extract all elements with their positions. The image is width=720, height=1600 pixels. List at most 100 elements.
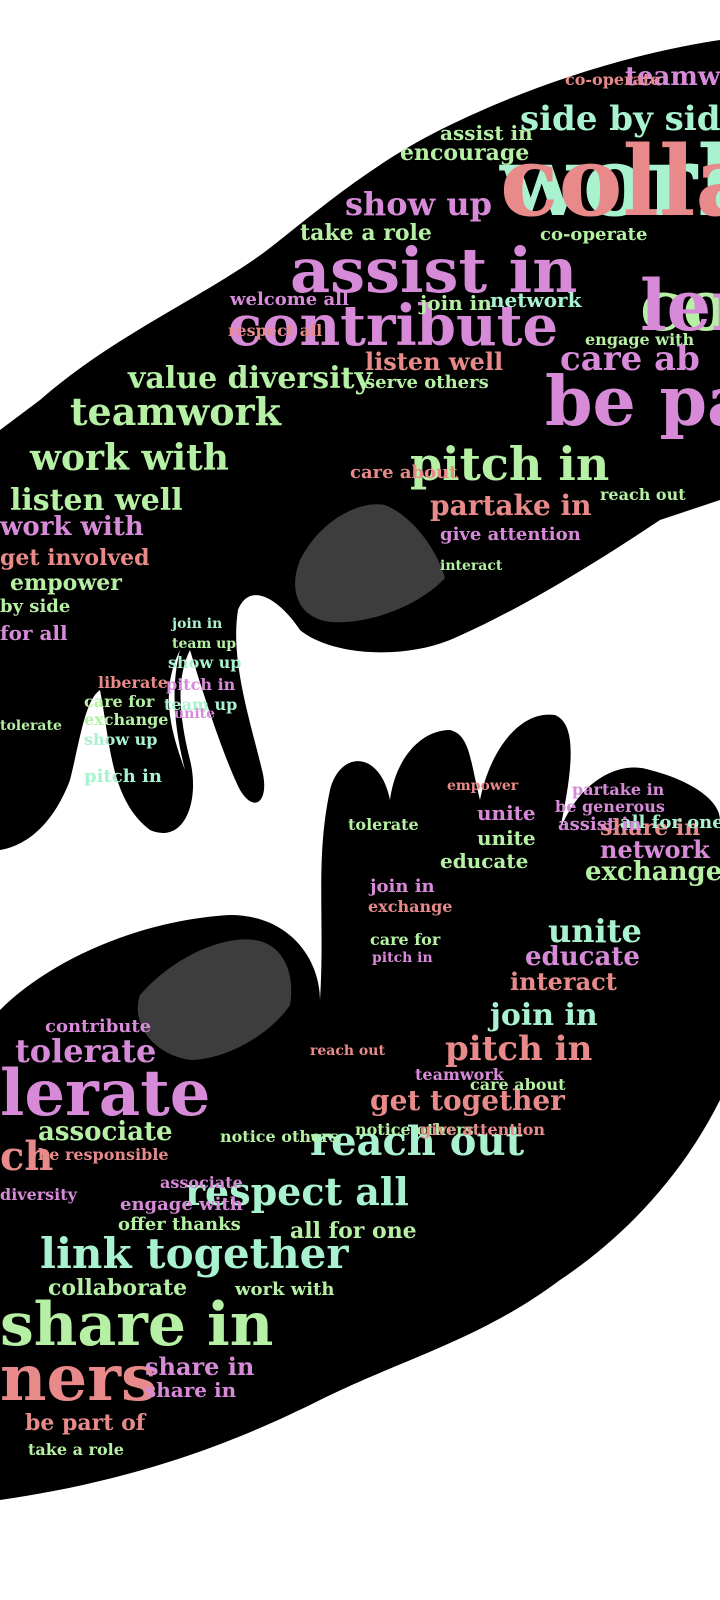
upper-word-engage-with: engage with [585, 330, 695, 349]
upper-word-tolerate: tolerate [0, 718, 62, 734]
lower-thumbnail [137, 939, 292, 1060]
upper-word-work-with: work with [0, 512, 144, 542]
lower-word-offer-thanks: offer thanks [118, 1214, 241, 1235]
lower-word-educate: educate [440, 849, 528, 873]
lower-word-share-in: share in [145, 1352, 254, 1381]
upper-word-co-operate: co-operate [540, 224, 647, 245]
lower-word-diversity: diversity [0, 1185, 78, 1204]
upper-word-welcome-all: welcome all [229, 289, 349, 310]
lower-word-interact: interact [510, 967, 617, 996]
lower-word-share-in: share in [0, 1290, 273, 1360]
lower-word-notice-others: notice others [220, 1127, 339, 1146]
upper-word-reach-out: reach out [600, 485, 686, 504]
lower-word-teamwork: teamwork [415, 1065, 505, 1084]
upper-word-pitch-in: pitch in [84, 766, 162, 787]
lower-word-respect-all: respect all [185, 1169, 409, 1214]
upper-word-network: network [490, 288, 583, 312]
lower-word-unite: unite [477, 801, 536, 825]
upper-word-liberate: liberate [98, 673, 168, 692]
upper-word-co-operate: co-operate [565, 70, 660, 89]
upper-word-team-up: team up [164, 695, 237, 714]
upper-hand-silhouette [0, 40, 720, 850]
lower-word-reach-out: reach out [310, 1043, 385, 1059]
upper-hand-finger-gap [168, 650, 185, 770]
upper-word-serve-others: serve others [365, 372, 489, 393]
upper-word-show-up: show up [345, 185, 492, 223]
lower-word-assist-in: assist in [558, 814, 641, 835]
lower-word-lerate: lerate [0, 1056, 211, 1131]
lower-word-educate: educate [525, 942, 640, 972]
upper-word-work: work [499, 125, 720, 238]
upper-word-exchange: exchange [84, 710, 168, 729]
upper-word-teamw: teamw [625, 62, 720, 92]
lower-word-share-in: share in [600, 815, 700, 841]
upper-word-side-by-side: side by side [520, 99, 720, 139]
lower-word-contribute: contribute [45, 1016, 151, 1037]
upper-word-contribute: contribute [228, 293, 558, 359]
upper-word-show-up: show up [84, 730, 157, 749]
lower-word-notice-others: notice others [355, 1120, 474, 1139]
upper-word-interact: interact [440, 558, 503, 574]
lower-word-engage-with: engage with [120, 1194, 243, 1215]
upper-word-partake-in: partake in [430, 489, 592, 522]
lower-word-tolerate: tolerate [348, 815, 419, 834]
upper-word-care-for: care for [84, 692, 155, 711]
upper-thumbnail [295, 504, 445, 623]
lower-word-unite: unite [548, 912, 642, 950]
upper-word-value-diversity: value diversity [127, 361, 373, 396]
lower-word-join-in: join in [368, 876, 435, 897]
upper-word-get-involved: get involved [0, 545, 150, 571]
upper-word-collaborate: collaborate [500, 125, 720, 238]
upper-word-show-up: show up [168, 653, 241, 672]
lower-word-reach-out: reach out [310, 1118, 525, 1165]
lower-word-partake-in: partake in [572, 780, 665, 799]
lower-word-network: network [600, 835, 711, 864]
upper-word-encourage: encourage [400, 140, 529, 166]
lower-word-join-in: join in [487, 998, 598, 1033]
upper-word-pitch-in: pitch in [410, 437, 609, 491]
upper-word-join-in: join in [418, 291, 492, 315]
lower-word-be-part-of: be part of [25, 1410, 147, 1436]
upper-word-pitch-in: pitch in [166, 675, 236, 694]
upper-word-join-in: join in [170, 616, 222, 632]
lower-word-ners: ners [0, 1341, 157, 1416]
lower-word-associate: associate [38, 1117, 173, 1147]
upper-word-team-up: team up [172, 636, 236, 652]
upper-word-care-about: care about [350, 462, 458, 483]
upper-word-assist-in: assist in [440, 121, 533, 145]
upper-word-co: co [640, 264, 720, 347]
upper-word-unite: unite [174, 706, 215, 722]
lower-word-be-generous: be generous [555, 797, 665, 816]
upper-word-assist-in: assist in [290, 234, 577, 307]
lower-word-care-about: care about [470, 1075, 566, 1094]
upper-word-for-all: for all [0, 621, 68, 645]
upper-word-listen-well: listen well [365, 347, 503, 376]
upper-hand-word-cloud: workcobe paside by sideteamwco-operateen… [0, 62, 720, 787]
upper-word-by-side: by side [0, 596, 70, 617]
upper-word-work-with: work with [29, 437, 229, 479]
lower-word-be-responsible: be responsible [38, 1145, 169, 1164]
upper-word-give-attention: give attention [440, 524, 581, 545]
lower-word-all-for-one: all for one [620, 812, 720, 833]
lower-word-pitch-in: pitch in [372, 950, 433, 966]
lower-word-empower: empower [447, 778, 519, 794]
lower-word-ch: ch [0, 1133, 53, 1180]
lower-word-share-in: share in [145, 1378, 237, 1402]
lower-word-work-with: work with [234, 1279, 334, 1300]
upper-word-lend-a-hand: lend a hand [640, 264, 720, 347]
lower-word-pitch-in: pitch in [445, 1029, 592, 1069]
lower-word-take-a-role: take a role [28, 1440, 124, 1459]
lower-word-unite: unite [477, 826, 536, 850]
lower-word-collaborate: collaborate [48, 1275, 187, 1301]
upper-word-empower: empower [10, 570, 122, 596]
lower-word-link-together: link together [40, 1229, 349, 1278]
lower-word-associate: associate [160, 1173, 243, 1192]
upper-word-listen-well: listen well [10, 483, 183, 518]
lower-hand-silhouette [0, 714, 720, 1500]
lower-word-care-for: care for [370, 930, 441, 949]
upper-word-take-a-role: take a role [300, 220, 432, 246]
upper-word-be-pa: be pa [545, 362, 720, 442]
upper-word-respect-all: respect all [228, 321, 322, 340]
